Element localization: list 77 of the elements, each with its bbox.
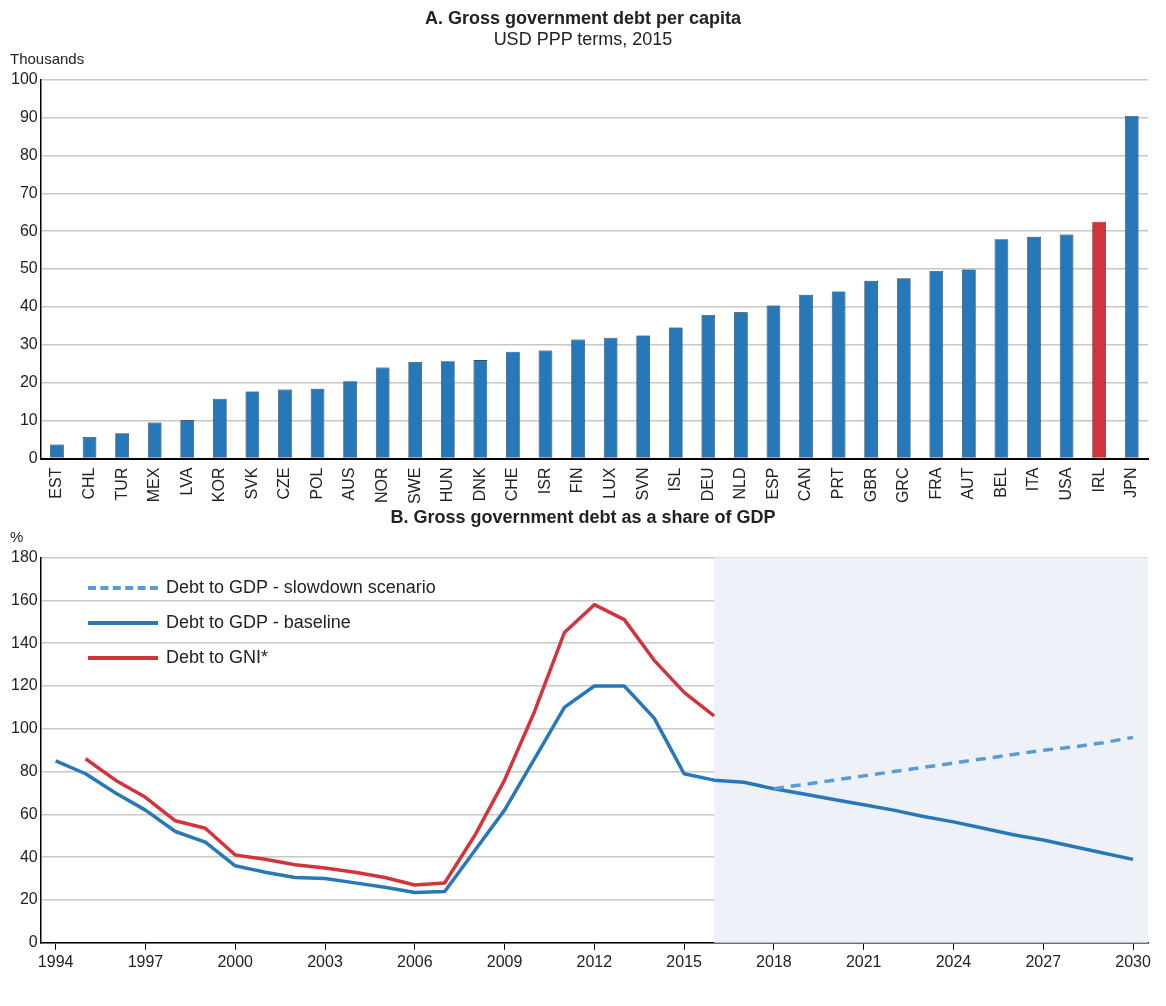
x-tick-label: 2030 <box>1115 952 1151 970</box>
y-tick-label: 20 <box>19 890 38 908</box>
x-tick-label: LUX <box>601 467 619 499</box>
y-tick-label: 0 <box>28 933 38 951</box>
x-tick-label: GBR <box>861 467 879 503</box>
x-tick-label: HUN <box>438 467 456 503</box>
x-tick-label: FRA <box>926 467 944 500</box>
x-tick-label: AUS <box>340 467 358 501</box>
x-tick-label: USA <box>1056 467 1074 501</box>
x-tick-label: 2027 <box>1025 952 1062 970</box>
x-tick-label: 1997 <box>127 952 164 970</box>
y-tick-label: 10 <box>19 411 38 429</box>
x-tick-label: CZE <box>275 467 293 500</box>
x-tick-label: SVN <box>633 467 651 501</box>
y-tick-label: 40 <box>19 847 38 865</box>
y-tick-label: 80 <box>19 145 38 163</box>
x-tick-label: NLD <box>731 467 749 500</box>
x-tick-label: ITA <box>1024 467 1042 492</box>
y-tick-label: 60 <box>19 804 38 822</box>
y-axis-title: Thousands <box>10 50 86 67</box>
x-tick-label: GRC <box>894 467 912 504</box>
x-tick-label: DNK <box>470 467 488 502</box>
y-tick-label: 0 <box>28 448 38 466</box>
x-tick-label: 2000 <box>217 952 254 970</box>
y-tick-label: 100 <box>10 719 38 737</box>
y-tick-label: 30 <box>19 335 38 353</box>
x-tick-label: NOR <box>373 467 391 504</box>
x-tick-label: 2009 <box>486 952 523 970</box>
x-tick-label: 2015 <box>666 952 703 970</box>
x-tick-label: PRT <box>829 467 847 500</box>
x-tick-label: 2012 <box>576 952 613 970</box>
x-tick-label: ISL <box>666 467 684 492</box>
x-tick-label: SWE <box>405 467 423 505</box>
y-tick-label: 40 <box>19 297 38 315</box>
x-tick-label: LVA <box>177 467 195 496</box>
x-tick-label: 2018 <box>756 952 792 970</box>
x-tick-label: CAN <box>796 467 814 502</box>
x-tick-label: 2024 <box>935 952 972 970</box>
x-tick-label: 2006 <box>396 952 433 970</box>
y-tick-label: 50 <box>19 259 38 277</box>
x-tick-label: BEL <box>991 467 1009 498</box>
x-tick-label: TUR <box>112 467 130 501</box>
x-tick-label: IRL <box>1089 467 1107 493</box>
x-tick-label: DEU <box>698 467 716 502</box>
y-tick-label: 160 <box>10 590 38 608</box>
x-tick-label: ISR <box>535 467 553 495</box>
y-tick-label: 20 <box>19 373 38 391</box>
chart-subtitle: USD PPP terms, 2015 <box>492 29 674 50</box>
x-tick-label: 2003 <box>307 952 343 970</box>
y-tick-label: 80 <box>19 762 38 780</box>
y-tick-label: 60 <box>19 221 38 239</box>
x-tick-label: JPN <box>1122 467 1140 498</box>
x-tick-label: EST <box>47 467 65 499</box>
y-tick-label: 140 <box>10 633 38 651</box>
x-tick-label: MEX <box>145 467 163 503</box>
x-tick-label: CHL <box>79 467 97 500</box>
x-tick-label: SVK <box>242 467 260 500</box>
x-tick-label: ESP <box>763 467 781 500</box>
legend-label: Debt to GDP - slowdown scenario <box>166 577 436 598</box>
legend-label: Debt to GDP - baseline <box>166 612 351 633</box>
x-tick-label: KOR <box>210 467 228 503</box>
x-tick-label: POL <box>307 467 325 500</box>
y-tick-label: 70 <box>19 183 38 201</box>
chart-title: A. Gross government debt per capita <box>423 8 743 29</box>
chart-title: B. Gross government debt as a share of GDP <box>389 507 777 528</box>
y-axis-title: % <box>10 528 25 545</box>
y-tick-label: 100 <box>10 70 38 88</box>
y-tick-label: 120 <box>10 676 38 694</box>
line-series <box>772 735 1135 791</box>
x-tick-label: AUT <box>959 467 977 500</box>
x-tick-label: CHE <box>503 467 521 502</box>
y-tick-label: 180 <box>10 548 38 566</box>
x-tick-label: 1994 <box>37 952 74 970</box>
legend-label: Debt to GNI* <box>166 647 269 668</box>
x-tick-label: 2021 <box>845 952 882 970</box>
x-tick-label: FIN <box>568 467 586 494</box>
y-tick-label: 90 <box>19 107 38 125</box>
